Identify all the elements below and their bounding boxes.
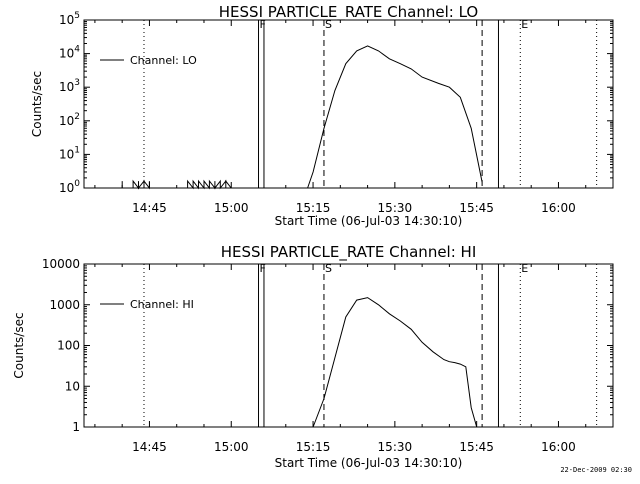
x-tick-label: 15:00: [214, 201, 249, 215]
y-tick-label: 100: [57, 339, 80, 353]
x-tick-label: 14:45: [132, 440, 167, 454]
time-marker-label: E: [521, 262, 528, 275]
x-tick-label: 16:00: [541, 201, 576, 215]
plot-frame: [83, 19, 614, 189]
y-axis-label: Counts/sec: [12, 312, 26, 378]
legend-entry: Channel: LO: [130, 54, 197, 67]
y-tick-label: 10000: [42, 257, 80, 271]
y-tick-label: 100: [59, 179, 80, 195]
series-line: [312, 297, 478, 428]
footer-timestamp: 22-Dec-2009 02:30: [560, 466, 632, 474]
y-tick-label: 1000: [49, 298, 80, 312]
y-tick-label: 102: [59, 112, 80, 128]
y-tick-label: 104: [59, 45, 80, 61]
time-marker-label: E: [521, 18, 528, 31]
x-tick-label: 15:15: [296, 201, 331, 215]
time-marker-label: F: [260, 18, 266, 31]
plot-frame: [83, 263, 614, 428]
x-tick-label: 15:15: [296, 440, 331, 454]
series-line: [121, 45, 483, 190]
y-tick-label: 103: [59, 78, 80, 94]
time-marker-label: S: [325, 18, 332, 31]
y-axis-label: Counts/sec: [30, 71, 44, 137]
chart-title: HESSI PARTICLE_RATE Channel: LO: [219, 3, 478, 22]
x-tick-label: 15:30: [378, 201, 413, 215]
x-tick-label: 15:45: [459, 201, 494, 215]
chart-panel-2: HESSI PARTICLE_RATE Channel: HI Start Tim…: [12, 243, 614, 470]
x-tick-label: 15:30: [378, 440, 413, 454]
x-tick-label: 14:45: [132, 201, 167, 215]
chart-title: HESSI PARTICLE_RATE Channel: HI: [221, 243, 477, 262]
x-tick-label: 15:00: [214, 440, 249, 454]
time-marker-label: F: [260, 262, 266, 275]
y-tick-label: 105: [59, 11, 80, 27]
y-tick-label: 101: [59, 145, 80, 161]
y-tick-label: 1: [72, 420, 80, 434]
x-axis-label: Start Time (06-Jul-03 14:30:10): [275, 214, 463, 228]
y-tick-label: 10: [65, 379, 80, 393]
x-tick-label: 15:45: [459, 440, 494, 454]
x-tick-label: 16:00: [541, 440, 576, 454]
legend-entry: Channel: HI: [130, 298, 194, 311]
chart-panel-1: HESSI PARTICLE_RATE Channel: LO Start Tim…: [30, 3, 614, 228]
time-marker-label: S: [325, 262, 332, 275]
x-axis-label: Start Time (06-Jul-03 14:30:10): [275, 456, 463, 470]
